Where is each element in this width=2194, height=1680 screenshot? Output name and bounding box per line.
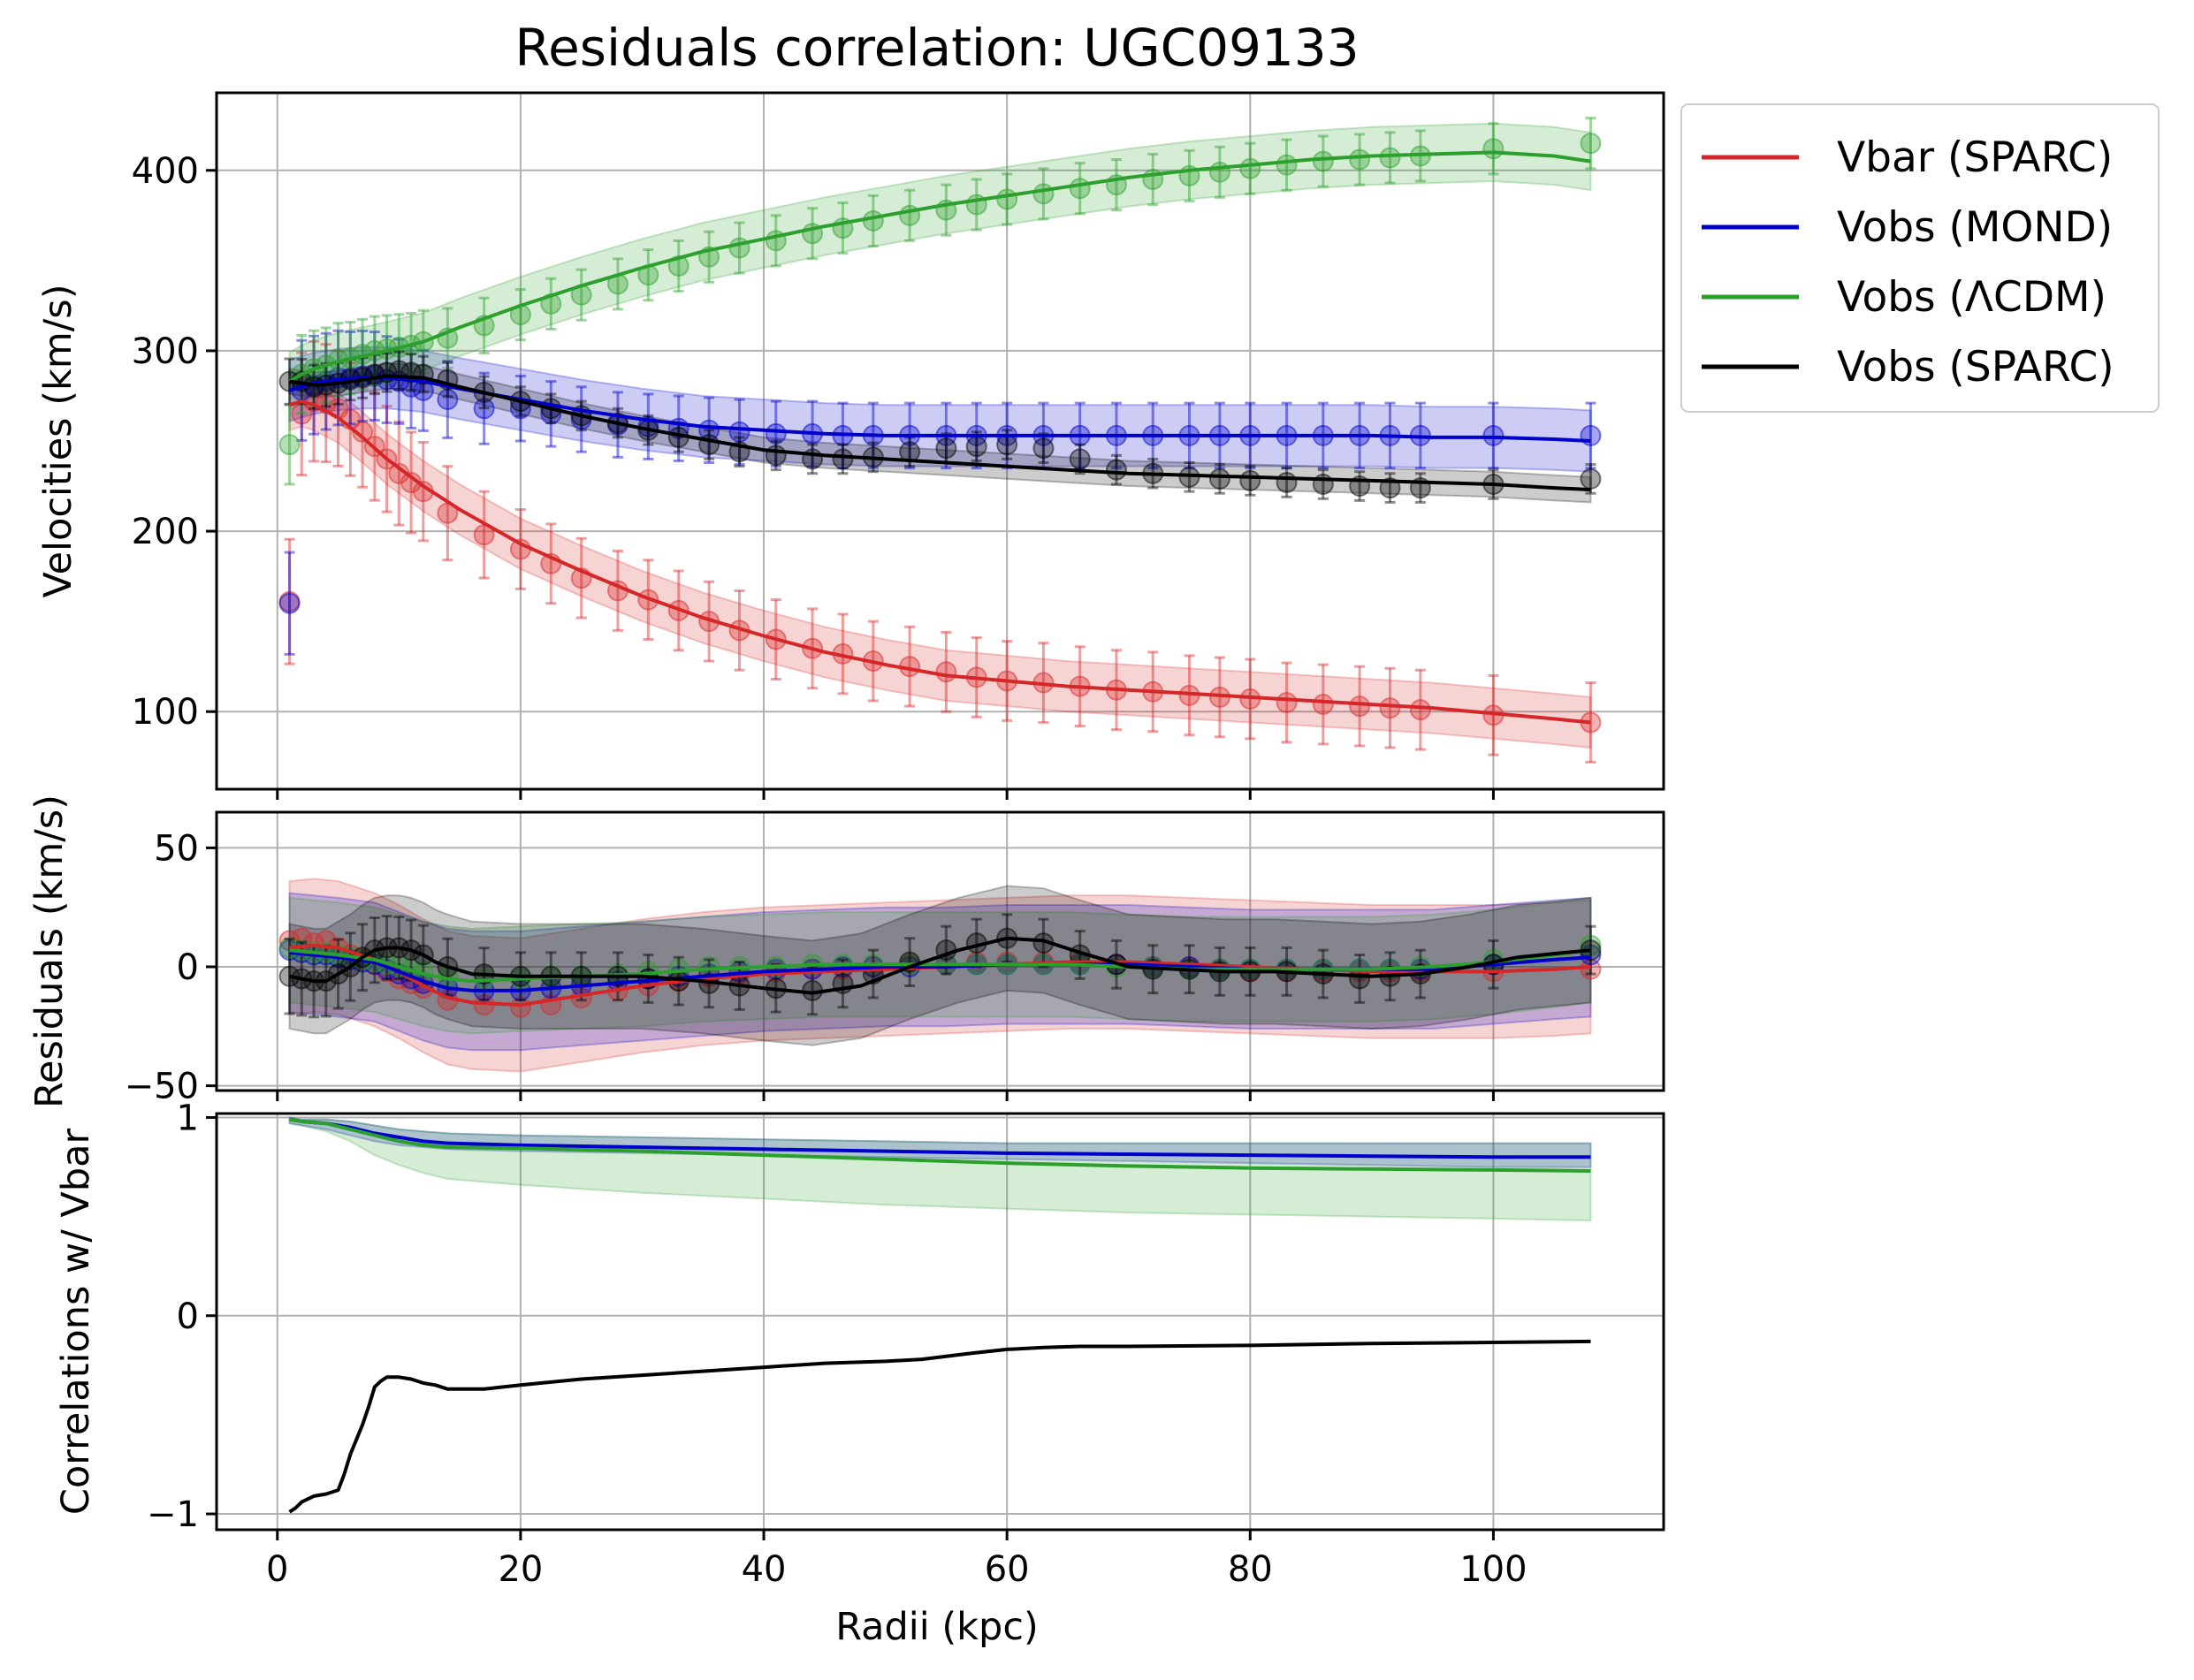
data-point-mond — [473, 398, 495, 420]
y-tick-label: −50 — [125, 1067, 199, 1107]
chart-title: Residuals correlation: UGC09133 — [514, 18, 1359, 78]
plot-area-velocities — [278, 117, 1602, 764]
data-point-lcdm — [1379, 147, 1401, 169]
grid-velocities — [217, 93, 1664, 789]
legend-label: Vbar (SPARC) — [1837, 133, 2113, 182]
y-axis-label-velocities: Velocities (km/s) — [36, 285, 80, 598]
data-point-lcdm — [1580, 133, 1602, 155]
band-vbar-residuals — [288, 878, 1592, 1073]
data-point-sparc — [965, 436, 987, 458]
panel-velocities: 100 200 300 400 Velocities (km/s) — [36, 91, 1665, 800]
y-tick-label: 0 — [177, 947, 199, 988]
chart-legend: Vbar (SPARC) Vobs (MOND) Vobs (ΛCDM) Vobs (… — [1680, 103, 2160, 413]
data-point-vbar — [291, 403, 313, 425]
markers-mond-velocities — [278, 329, 1602, 656]
y-tick-label: 300 — [132, 331, 199, 372]
data-point-vbar — [935, 661, 957, 683]
data-point-vbar — [1379, 697, 1401, 719]
data-point-sparc — [1239, 469, 1261, 491]
y-tick-label: 0 — [177, 1296, 199, 1337]
legend-box — [1680, 103, 2160, 413]
y-axis-label-correlations: Correlations w/ Vbar — [54, 1129, 98, 1516]
data-point-sparc — [832, 448, 854, 470]
data-point-mond — [278, 592, 301, 614]
data-point-lcdm — [1349, 148, 1371, 171]
axes-frame-residuals — [215, 810, 1665, 1092]
data-point-sparc — [1276, 471, 1298, 493]
legend-label: Vobs (MOND) — [1837, 203, 2113, 252]
series-line-vbar-velocities — [288, 399, 1591, 725]
y-tick-label: 200 — [132, 512, 199, 552]
data-point-lcdm — [996, 188, 1018, 210]
y-tick-label: 50 — [154, 828, 199, 869]
data-point-lcdm — [1276, 154, 1298, 176]
legend-label: Vobs (SPARC) — [1837, 343, 2114, 391]
series-line-sparc-residuals — [289, 936, 1591, 995]
band-mond-velocities — [288, 346, 1592, 473]
markers-lcdm-velocities — [278, 117, 1602, 486]
panel-residuals: −50 0 50 Residuals (km/s) — [27, 794, 1665, 1108]
x-axis-label: Radii (kpc) — [835, 1605, 1039, 1649]
axes-frame-correlations — [215, 1112, 1665, 1532]
band-sparc-velocities — [288, 362, 1592, 504]
x-tick-label: 0 — [266, 1549, 288, 1590]
data-point-sparc — [1208, 468, 1230, 490]
y-tick-label: 100 — [132, 692, 199, 733]
y-tick-label: 1 — [177, 1098, 199, 1138]
data-point-vbar — [1276, 692, 1298, 714]
data-point-sparc — [1032, 437, 1055, 460]
y-axis-label-residuals: Residuals (km/s) — [27, 794, 72, 1108]
data-point-lcdm — [1032, 183, 1055, 205]
series-line-sparc-velocities — [289, 374, 1591, 492]
series-line-sparc-correlations — [288, 1339, 1591, 1514]
axes-frame-velocities — [215, 91, 1665, 791]
x-tick-label: 80 — [1228, 1549, 1273, 1590]
data-point-lcdm — [1482, 138, 1505, 160]
data-point-sparc — [996, 434, 1018, 456]
x-tick-label: 100 — [1459, 1549, 1527, 1590]
plot-area-correlations — [288, 1116, 1592, 1514]
data-point-sparc — [1105, 459, 1127, 481]
y-tick-label: 400 — [132, 151, 199, 192]
data-point-mond — [1482, 424, 1505, 446]
band-lcdm-correlations — [288, 1116, 1592, 1222]
x-tick-label: 60 — [985, 1549, 1030, 1590]
legend-label: Vobs (ΛCDM) — [1837, 273, 2106, 322]
data-point-lcdm — [862, 209, 884, 232]
data-point-vbar — [1312, 694, 1334, 716]
data-point-vbar — [1409, 699, 1431, 721]
x-tick-label: 20 — [498, 1549, 543, 1590]
data-point-lcdm — [1312, 150, 1334, 172]
data-point-sparc — [1069, 448, 1091, 470]
series-line-lcdm-correlations — [289, 1117, 1591, 1173]
x-tick-label: 40 — [742, 1549, 787, 1590]
series-line-lcdm-residuals — [289, 948, 1591, 984]
data-point-lcdm — [1239, 157, 1261, 179]
data-point-lcdm — [1069, 178, 1091, 200]
data-point-sparc — [935, 437, 957, 460]
series-line-lcdm-velocities — [288, 150, 1591, 384]
y-tick-label: −1 — [147, 1494, 199, 1535]
data-point-vbar — [352, 421, 374, 443]
grid-correlations — [217, 1114, 1664, 1530]
data-point-vbar — [1349, 696, 1371, 718]
plot-area-residuals — [278, 878, 1602, 1073]
data-point-sparc — [765, 445, 787, 467]
data-point-lcdm — [278, 434, 301, 456]
data-point-sparc — [1580, 468, 1602, 490]
